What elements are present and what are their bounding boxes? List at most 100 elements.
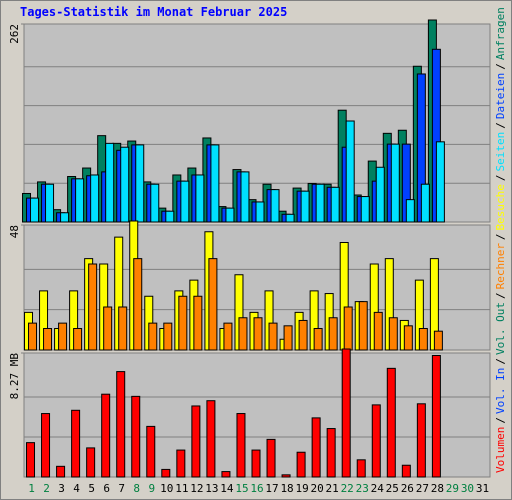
- legend-entry: Dateien: [494, 73, 507, 119]
- bar: [358, 301, 368, 351]
- bar: [386, 367, 396, 478]
- legend-separator: /: [494, 292, 507, 299]
- bar: [75, 178, 85, 223]
- bar: [315, 183, 325, 223]
- legend-separator: /: [494, 122, 507, 129]
- bar: [330, 186, 340, 223]
- x-tick-label: 31: [476, 482, 489, 495]
- bar: [435, 141, 445, 223]
- bar: [26, 442, 36, 478]
- bar: [88, 263, 98, 351]
- x-tick-label: 12: [190, 482, 203, 495]
- bar: [285, 213, 295, 223]
- y-tick-label: 262: [8, 24, 21, 44]
- bar: [28, 322, 38, 351]
- bar: [270, 189, 280, 223]
- bar: [176, 449, 186, 478]
- bar: [191, 405, 201, 478]
- bar: [180, 180, 190, 223]
- bar: [403, 325, 413, 351]
- y-tick-label: 48: [8, 225, 21, 238]
- x-tick-label: 19: [295, 482, 308, 495]
- bar: [60, 212, 70, 223]
- bar: [45, 183, 55, 223]
- bar: [371, 404, 381, 478]
- bar: [431, 355, 441, 478]
- bar: [416, 403, 426, 478]
- bar: [360, 196, 370, 223]
- bar: [56, 465, 66, 478]
- x-tick-label: 1: [28, 482, 35, 495]
- bar: [313, 328, 323, 351]
- bar: [341, 348, 351, 478]
- legend-separator: /: [494, 358, 507, 365]
- y-tick-label: 8.27 MB: [8, 353, 21, 400]
- x-tick-label: 11: [175, 482, 188, 495]
- x-tick-label: 5: [88, 482, 95, 495]
- x-tick-label: 16: [250, 482, 263, 495]
- bar: [58, 322, 68, 351]
- bar: [116, 371, 126, 478]
- bar: [401, 464, 411, 478]
- bar: [118, 306, 128, 351]
- x-tick-label: 13: [205, 482, 218, 495]
- bar: [105, 142, 115, 223]
- bar: [433, 330, 443, 351]
- bar: [326, 428, 336, 478]
- bar: [193, 295, 203, 351]
- bar: [236, 413, 246, 478]
- x-tick-label: 4: [73, 482, 80, 495]
- bar: [266, 438, 276, 478]
- bar: [73, 328, 83, 351]
- x-tick-label: 20: [311, 482, 324, 495]
- legend-separator: /: [494, 417, 507, 424]
- bar: [103, 306, 113, 351]
- bar: [86, 447, 96, 478]
- chart-title: Tages-Statistik im Monat Februar 2025: [20, 5, 287, 19]
- bar: [238, 317, 248, 351]
- bar: [210, 144, 220, 223]
- bar: [283, 325, 293, 351]
- x-tick-label: 17: [265, 482, 278, 495]
- legend-entry: Besuche: [494, 184, 507, 230]
- x-tick-label: 15: [235, 482, 248, 495]
- bar: [133, 258, 143, 351]
- bar: [420, 183, 430, 223]
- x-tick-label: 9: [148, 482, 155, 495]
- x-tick-label: 3: [58, 482, 65, 495]
- bar: [328, 317, 338, 351]
- x-tick-label: 29: [446, 482, 459, 495]
- bar: [311, 417, 321, 478]
- bar: [135, 144, 145, 223]
- bar: [281, 474, 291, 478]
- bar: [71, 409, 81, 478]
- bar: [268, 322, 278, 351]
- bar: [388, 317, 398, 351]
- x-tick-label: 6: [103, 482, 110, 495]
- bar: [30, 197, 40, 223]
- legend-separator: /: [494, 233, 507, 240]
- bar: [221, 471, 231, 478]
- bar: [390, 143, 400, 223]
- bar: [43, 328, 53, 351]
- bar: [343, 306, 353, 351]
- bar: [101, 393, 111, 478]
- bar: [356, 459, 366, 478]
- bar: [375, 166, 385, 223]
- x-tick-label: 10: [160, 482, 173, 495]
- x-tick-label: 22: [341, 482, 354, 495]
- bar: [131, 395, 141, 478]
- x-tick-label: 14: [220, 482, 234, 495]
- bar: [300, 190, 310, 223]
- x-tick-label: 7: [118, 482, 125, 495]
- legend-separator: /: [494, 174, 507, 181]
- bar: [195, 174, 205, 223]
- x-tick-label: 27: [416, 482, 429, 495]
- bar: [405, 199, 415, 223]
- bar: [208, 258, 218, 351]
- x-tick-label: 23: [356, 482, 369, 495]
- bar: [41, 413, 51, 478]
- bar: [161, 468, 171, 478]
- bar: [223, 322, 233, 351]
- x-tick-label: 25: [386, 482, 399, 495]
